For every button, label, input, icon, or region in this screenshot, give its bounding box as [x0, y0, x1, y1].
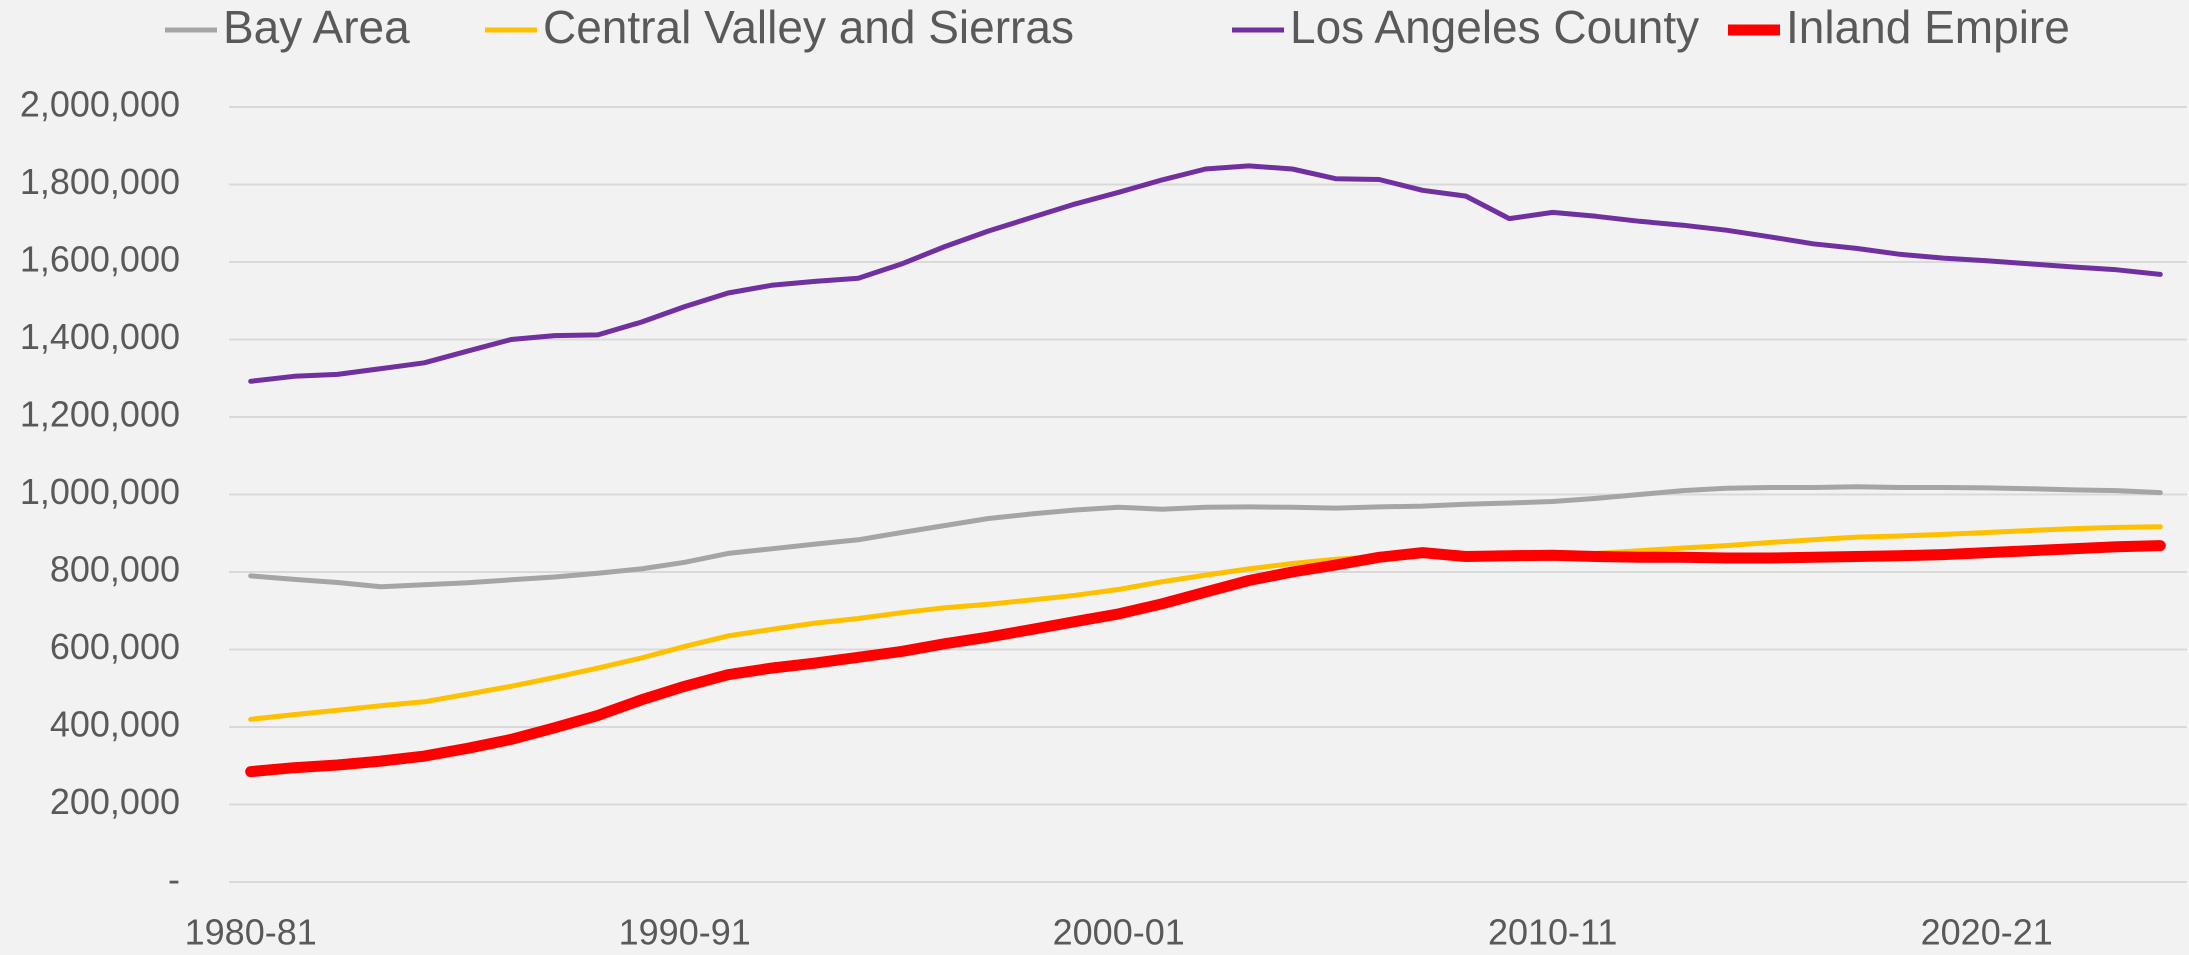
- legend-label: Inland Empire: [1786, 1, 2070, 53]
- y-tick-label: 1,200,000: [20, 394, 180, 435]
- x-tick-label: 1980-81: [185, 912, 317, 953]
- x-tick-label: 2020-21: [1921, 912, 2053, 953]
- y-tick-label: 600,000: [50, 626, 180, 667]
- y-tick-label: -: [168, 859, 180, 900]
- series-line: [245, 540, 2166, 778]
- y-tick-label: 400,000: [50, 704, 180, 745]
- series-line: [248, 524, 2163, 722]
- x-tick-label: 2010-11: [1488, 912, 1617, 953]
- y-tick-label: 1,600,000: [20, 239, 180, 280]
- series-line: [248, 163, 2163, 384]
- legend-label: Bay Area: [223, 1, 410, 53]
- y-tick-label: 200,000: [50, 781, 180, 822]
- y-tick-label: 1,000,000: [20, 471, 180, 512]
- y-tick-label: 800,000: [50, 549, 180, 590]
- legend-label: Los Angeles County: [1290, 1, 1699, 53]
- y-tick-label: 1,800,000: [20, 161, 180, 202]
- series-line: [248, 484, 2163, 590]
- legend-label: Central Valley and Sierras: [543, 1, 1074, 53]
- y-tick-label: 1,400,000: [20, 316, 180, 357]
- x-tick-label: 1990-91: [619, 912, 751, 953]
- x-tick-label: 2000-01: [1053, 912, 1185, 953]
- y-tick-label: 2,000,000: [20, 84, 180, 125]
